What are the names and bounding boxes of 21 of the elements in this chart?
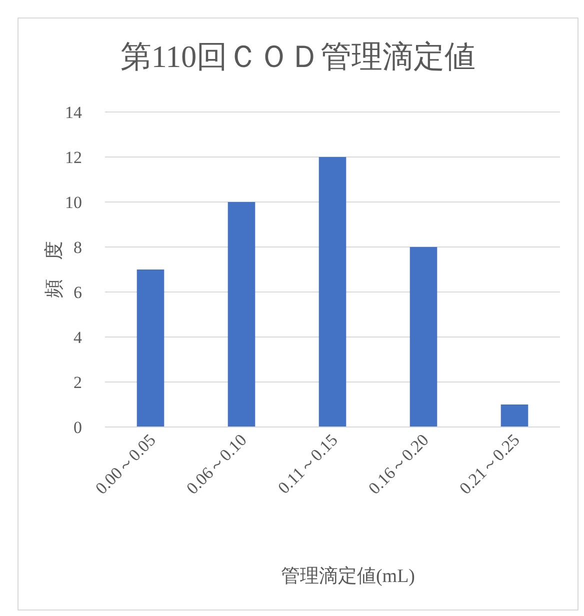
y-tick-label: 10: [65, 193, 82, 212]
y-tick-label: 0: [74, 418, 82, 437]
bar: [228, 202, 256, 427]
bar: [318, 157, 346, 427]
x-tick-label: 0.21～0.25: [456, 430, 524, 498]
chart-title: 第110回ＣＯＤ管理滴定値: [120, 39, 476, 74]
bar: [410, 247, 438, 427]
y-tick-label: 14: [65, 103, 82, 122]
y-tick-label: 8: [74, 238, 82, 257]
x-tick-label: 0.11～0.15: [274, 430, 342, 498]
x-tick-label: 0.00～0.05: [92, 430, 160, 498]
x-axis-title: 管理滴定値(mL): [280, 565, 416, 587]
y-tick-label: 4: [74, 328, 82, 347]
x-tick-label: 0.16～0.20: [364, 430, 432, 498]
x-tick-label: 0.06～0.10: [182, 430, 250, 498]
y-axis-title: 頻 度: [43, 241, 65, 298]
y-tick-label: 12: [65, 148, 82, 167]
bar: [136, 270, 164, 427]
y-tick-label: 6: [74, 283, 82, 302]
y-tick-label: 2: [74, 373, 82, 392]
bar: [500, 404, 528, 427]
